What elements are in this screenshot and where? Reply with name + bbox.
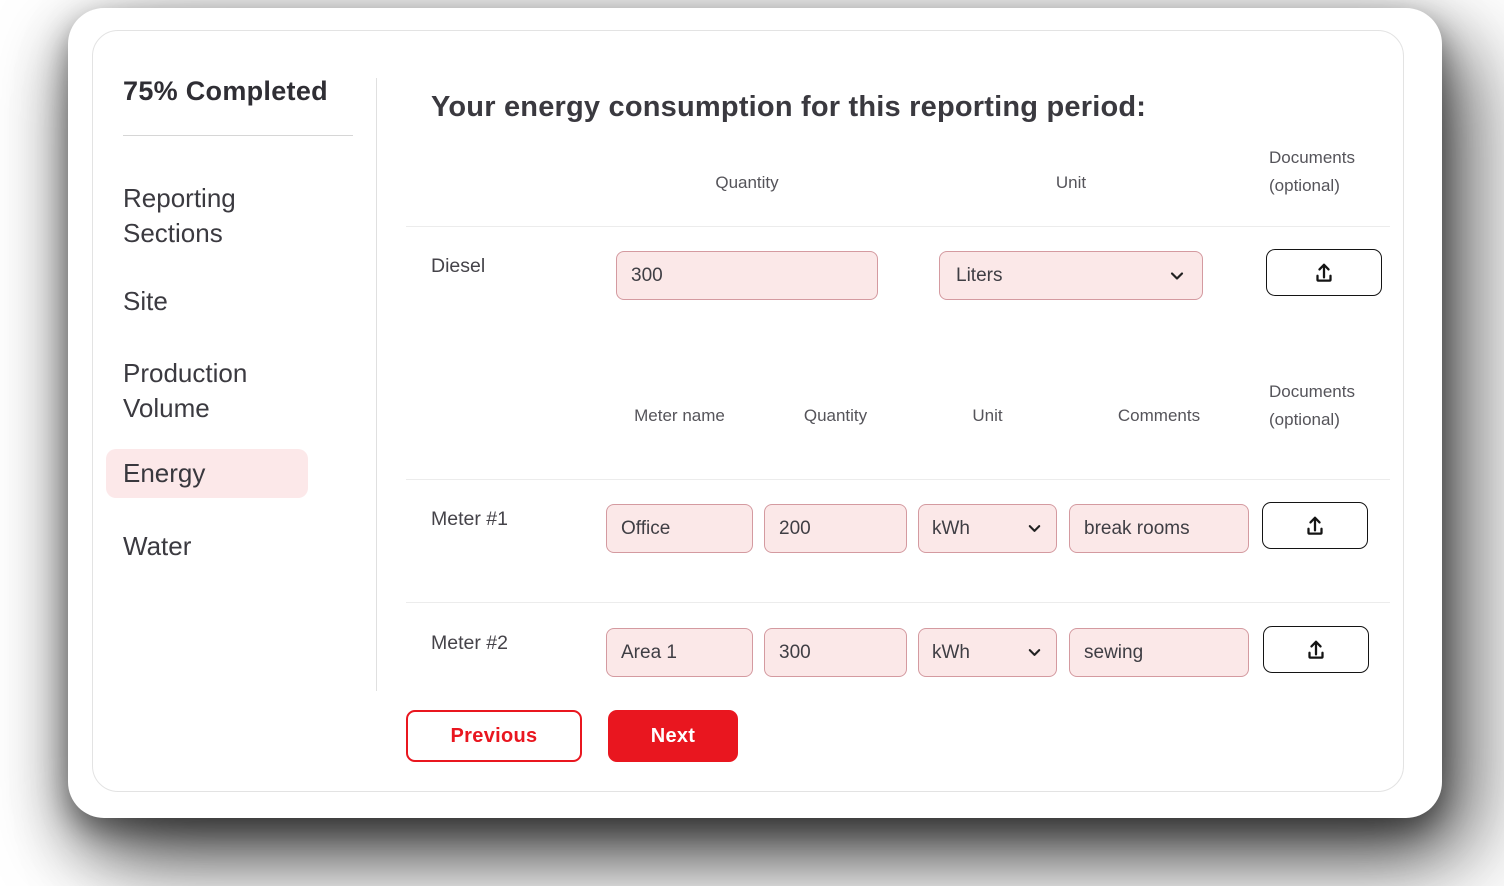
chevron-down-icon <box>1170 271 1184 280</box>
sidebar-item-water[interactable]: Water <box>123 531 192 561</box>
sidebar-item-production-volume[interactable]: Production Volume <box>123 358 248 423</box>
meter1-quantity-input[interactable] <box>764 504 907 553</box>
fuel-header-quantity: Quantity <box>715 173 779 192</box>
fuel-row-label-diesel: Diesel <box>431 255 486 277</box>
meter2-unit-value: kWh <box>932 641 970 663</box>
diesel-quantity-input[interactable] <box>616 251 878 300</box>
divider <box>406 479 1390 480</box>
diesel-unit-select[interactable]: Liters <box>939 251 1203 300</box>
meter2-comments-input[interactable] <box>1069 628 1249 677</box>
sidebar-item-energy[interactable]: Energy <box>106 449 308 498</box>
divider <box>406 602 1390 603</box>
meter1-name-input[interactable] <box>606 504 753 553</box>
meter-header-comments: Comments <box>1117 406 1201 425</box>
meter2-name-input[interactable] <box>606 628 753 677</box>
fuel-header-documents: Documents (optional) <box>1269 144 1355 200</box>
meter-header-documents: Documents (optional) <box>1269 378 1355 434</box>
sidebar-item-reporting-sections[interactable]: Reporting Sections <box>123 183 236 248</box>
fuel-header-documents-line2: (optional) <box>1269 176 1340 195</box>
form-panel: 75% Completed Reporting Sections Site Pr… <box>92 30 1404 792</box>
meter2-unit-select[interactable]: kWh <box>918 628 1057 677</box>
meter1-unit-select[interactable]: kWh <box>918 504 1057 553</box>
upload-icon <box>1308 640 1324 659</box>
meter2-upload-button[interactable] <box>1263 626 1369 673</box>
meter-header-quantity: Quantity <box>803 406 868 425</box>
meter-row-label-1: Meter #1 <box>431 508 508 530</box>
vertical-divider <box>376 78 377 691</box>
diesel-unit-value: Liters <box>956 264 1003 286</box>
meter-header-name: Meter name <box>634 406 725 425</box>
chevron-down-icon <box>1028 525 1041 532</box>
form-card: 75% Completed Reporting Sections Site Pr… <box>68 8 1442 818</box>
page-title: Your energy consumption for this reporti… <box>431 91 1147 123</box>
meter-row-label-2: Meter #2 <box>431 632 508 654</box>
sidebar-divider <box>123 135 353 136</box>
meter1-unit-value: kWh <box>932 517 970 539</box>
chevron-down-icon <box>1028 649 1041 656</box>
meter1-comments-input[interactable] <box>1069 504 1249 553</box>
meter1-upload-button[interactable] <box>1262 502 1368 549</box>
sidebar-item-energy-label: Energy <box>123 458 206 488</box>
divider <box>406 226 1390 227</box>
meter-header-documents-line2: (optional) <box>1269 410 1340 429</box>
meter2-quantity-input[interactable] <box>764 628 907 677</box>
meter-header-documents-line1: Documents <box>1269 382 1355 401</box>
previous-button[interactable]: Previous <box>406 710 582 762</box>
fuel-header-documents-line1: Documents <box>1269 148 1355 167</box>
sidebar-item-site[interactable]: Site <box>123 286 168 316</box>
upload-icon <box>1316 263 1332 282</box>
upload-icon <box>1307 516 1323 535</box>
next-button[interactable]: Next <box>608 710 738 762</box>
meter-header-unit: Unit <box>972 406 1003 425</box>
progress-label: 75% Completed <box>123 76 328 106</box>
diesel-upload-button[interactable] <box>1266 249 1382 296</box>
fuel-header-unit: Unit <box>1055 173 1087 192</box>
